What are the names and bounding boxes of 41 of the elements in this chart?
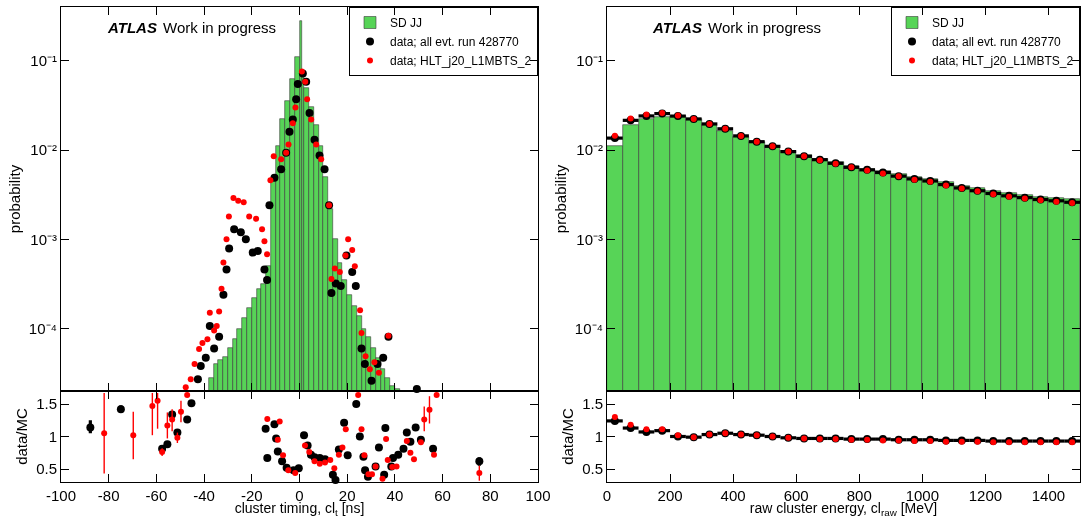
legend-label: data; all evt. run 428770 <box>932 35 1062 50</box>
y-tick-label: 10⁻³ <box>30 230 57 248</box>
x-tick-label: 1400 <box>1031 487 1066 504</box>
y-tick-label: 10⁻² <box>576 141 603 159</box>
x-tick-label: -60 <box>145 487 168 504</box>
x-tick-label: 80 <box>481 487 499 504</box>
y-tick-label: 10⁻¹ <box>576 52 603 69</box>
y-axis-title: probability <box>552 164 570 234</box>
x-tick-label: 40 <box>386 487 404 504</box>
y-tick-label: 1.5 <box>36 395 57 413</box>
legend-label: SD JJ <box>390 16 423 31</box>
x-tick-label: -40 <box>193 487 215 504</box>
x-tick-label: 60 <box>434 487 451 504</box>
y-axis-title: data/MC <box>13 407 31 465</box>
x-tick-label: 400 <box>720 487 746 504</box>
x-tick-label: 1200 <box>968 487 1003 504</box>
y-tick-label: 1 <box>48 427 57 445</box>
y-tick-label: 10⁻¹ <box>30 52 57 69</box>
y-axis-title: probability <box>6 164 24 234</box>
x-tick-label: -100 <box>45 487 77 504</box>
x-tick-label: -80 <box>97 487 120 504</box>
y-tick-label: 1.5 <box>582 395 603 413</box>
y-tick-label: 0.5 <box>582 460 603 478</box>
annotation: ATLAS <box>107 19 157 36</box>
legend-label: data; all evt. run 428770 <box>390 35 520 50</box>
annotation: ATLAS <box>652 19 702 36</box>
x-tick-label: 100 <box>525 487 551 504</box>
x-tick-label: 0 <box>602 487 612 504</box>
y-axis-title: data/MC <box>559 407 577 465</box>
y-tick-label: 1 <box>594 427 603 445</box>
y-tick-label: 10⁻⁴ <box>574 319 603 337</box>
y-tick-label: 10⁻⁴ <box>28 319 57 337</box>
legend-label: SD JJ <box>932 16 965 31</box>
legend-label: data; HLT_j20_L1MBTS_2 <box>932 54 1074 69</box>
annotation: Work in progress <box>708 19 822 36</box>
x-tick-label: 200 <box>657 487 683 504</box>
legend-label: data; HLT_j20_L1MBTS_2 <box>390 54 532 69</box>
y-tick-label: 10⁻³ <box>576 230 603 248</box>
y-tick-label: 0.5 <box>36 460 57 478</box>
y-tick-label: 10⁻² <box>30 141 57 159</box>
annotation: Work in progress <box>163 19 277 36</box>
